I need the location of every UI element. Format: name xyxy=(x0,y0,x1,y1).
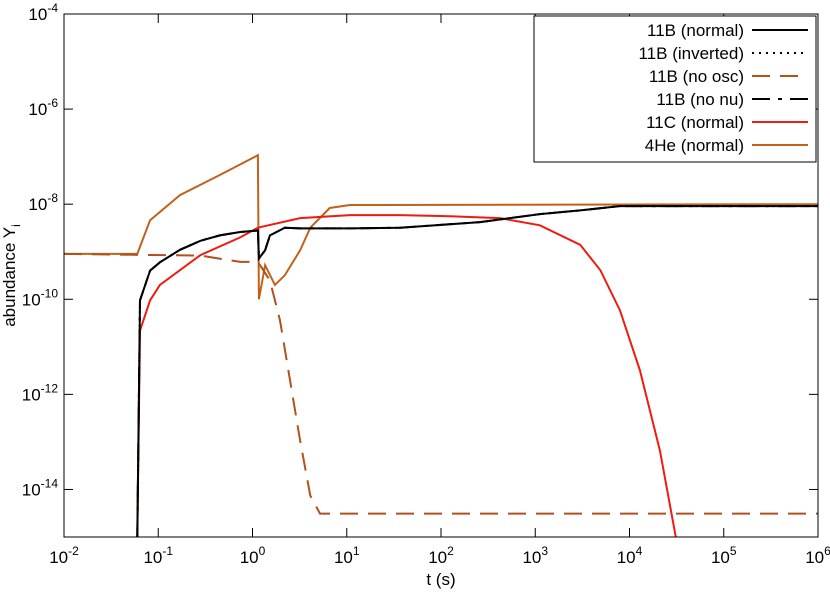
x-tick-label: 100 xyxy=(240,544,266,567)
x-tick-label: 102 xyxy=(428,544,454,567)
series-line xyxy=(136,214,677,537)
legend-label: 11C (normal) xyxy=(646,113,744,132)
series-line xyxy=(136,205,818,537)
x-tick-label: 10-1 xyxy=(143,544,173,567)
x-tick-label: 101 xyxy=(334,544,360,567)
x-axis-label: t (s) xyxy=(426,570,455,589)
y-tick-label: 10-6 xyxy=(28,96,58,119)
series-line xyxy=(64,153,818,300)
legend-label: 11B (normal) xyxy=(647,21,744,40)
x-tick-label: 103 xyxy=(522,544,548,567)
legend-label: 11B (no osc) xyxy=(649,67,744,86)
x-tick-label: 106 xyxy=(805,544,830,567)
legend-label: 11B (inverted) xyxy=(638,44,744,63)
series-line xyxy=(64,252,818,515)
y-tick-label: 10-14 xyxy=(22,476,59,499)
x-tick-label: 104 xyxy=(617,544,643,567)
y-tick-label: 10-10 xyxy=(22,286,59,309)
legend-label: 4He (normal) xyxy=(645,136,744,155)
y-tick-label: 10-12 xyxy=(22,381,59,404)
plot-frame xyxy=(63,13,819,538)
series-line xyxy=(136,205,818,537)
series-line xyxy=(136,205,818,537)
legend-label: 11B (no nu) xyxy=(656,90,744,109)
y-axis-label: abundance Yi xyxy=(0,224,23,327)
x-tick-label: 105 xyxy=(711,544,737,567)
y-tick-label: 10-4 xyxy=(28,1,58,24)
x-tick-label: 10-2 xyxy=(49,544,79,567)
legend-box xyxy=(533,15,817,163)
y-tick-label: 10-8 xyxy=(28,191,58,214)
